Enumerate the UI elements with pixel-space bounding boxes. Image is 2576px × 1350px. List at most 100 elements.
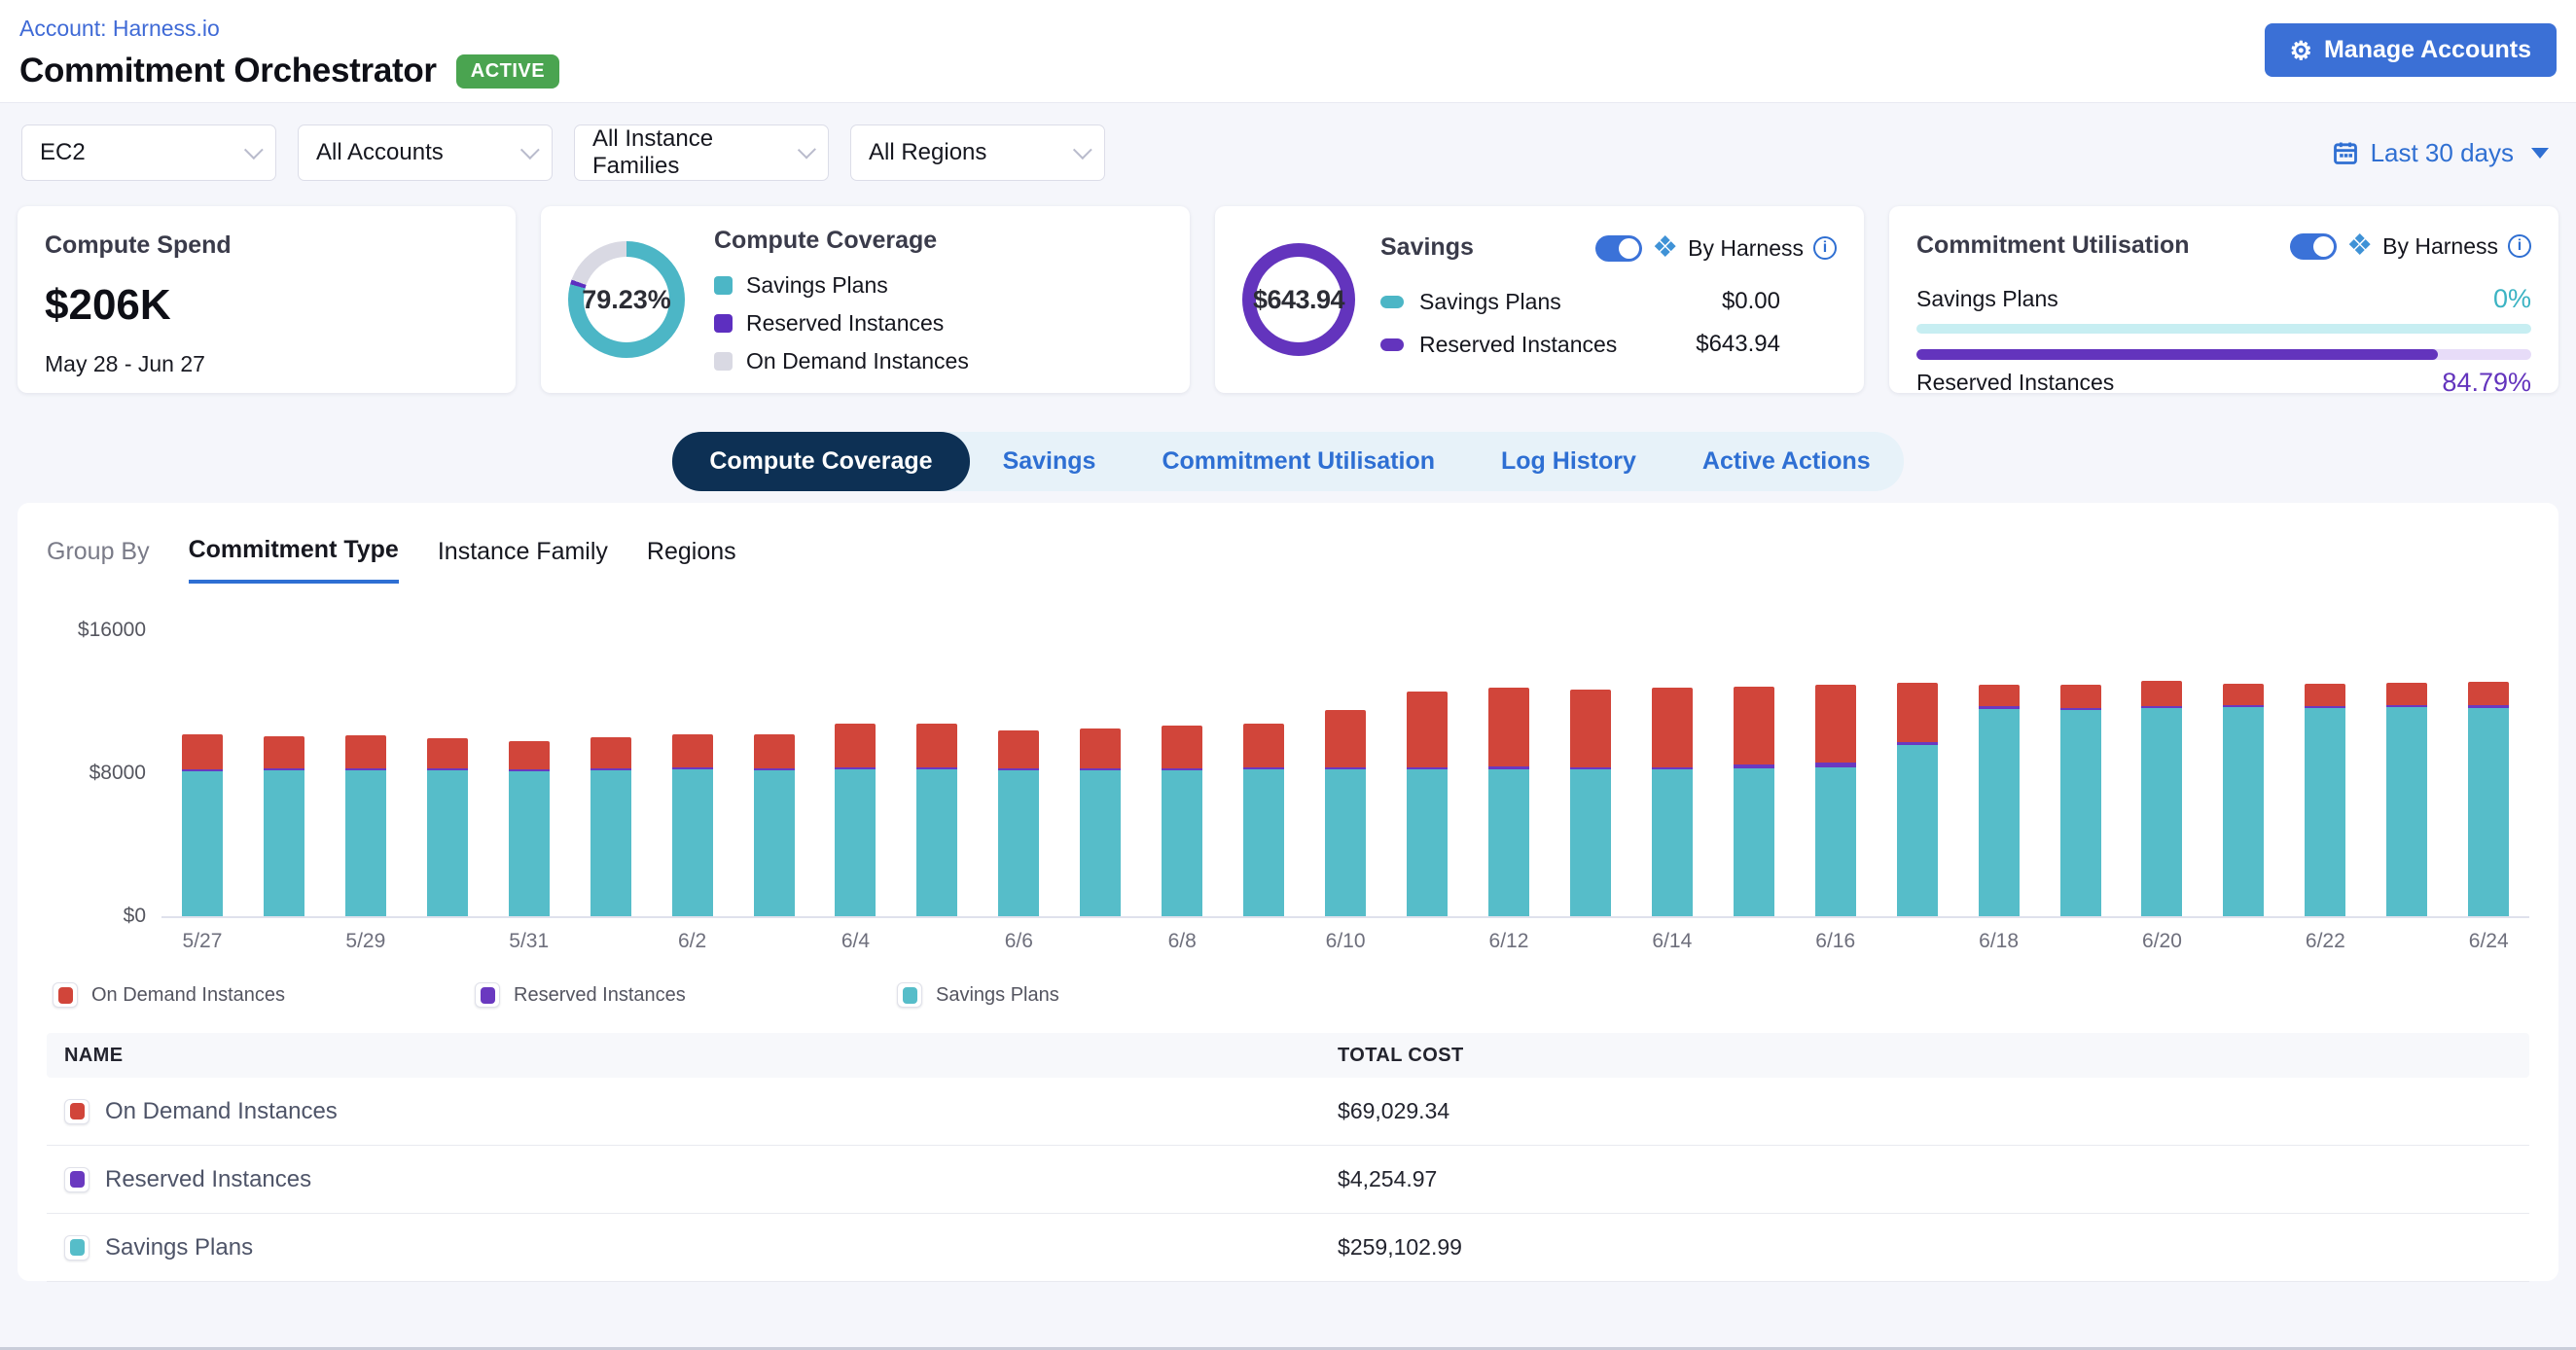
utilisation-by-harness-toggle[interactable]: [2290, 232, 2338, 260]
row-name-cell[interactable]: On Demand Instances: [47, 1098, 1338, 1125]
manage-accounts-button[interactable]: ⚙ Manage Accounts: [2264, 23, 2557, 77]
stacked-bar[interactable]: [1243, 724, 1285, 916]
stacked-bar[interactable]: [1978, 685, 2020, 916]
chevron-down-icon: [519, 140, 540, 160]
stacked-bar[interactable]: [2223, 684, 2265, 916]
stacked-bar[interactable]: [1325, 710, 1367, 916]
legend-item: Savings Plans: [714, 272, 1163, 299]
bar-segment: [998, 768, 1040, 770]
legend-label: Reserved Instances: [514, 983, 686, 1006]
stacked-bar[interactable]: [508, 741, 550, 916]
savings-legend-swatch: [897, 982, 922, 1008]
calendar-icon: [2333, 142, 2357, 164]
stacked-bar[interactable]: [2468, 682, 2510, 916]
stacked-bar[interactable]: [835, 724, 877, 916]
group-by-regions[interactable]: Regions: [646, 538, 736, 565]
cost-table: NAME TOTAL COST On Demand Instances $69,…: [47, 1033, 2529, 1282]
stacked-bar[interactable]: [1814, 685, 1856, 916]
stacked-bar[interactable]: [1162, 726, 1203, 916]
info-icon[interactable]: i: [1813, 236, 1837, 260]
row-name-cell[interactable]: Reserved Instances: [47, 1166, 1338, 1193]
bar-segment: [1487, 688, 1529, 766]
tab-compute-coverage[interactable]: Compute Coverage: [672, 432, 970, 491]
tab-active-actions[interactable]: Active Actions: [1701, 447, 1871, 475]
bar-segment: [590, 770, 631, 916]
stacked-bar[interactable]: [1487, 688, 1529, 916]
x-tick: [1223, 930, 1305, 953]
on-demand-legend-swatch: [53, 982, 78, 1008]
tab-log-history[interactable]: Log History: [1501, 447, 1636, 475]
x-tick: 6/2: [677, 930, 707, 952]
savings-row-value: $643.94: [1696, 331, 1780, 357]
stacked-bar[interactable]: [1733, 687, 1774, 916]
breadcrumb[interactable]: Account: Harness.io: [19, 16, 220, 41]
bar-segment: [263, 770, 304, 916]
bar-segment: [1162, 726, 1203, 768]
x-tick: [1386, 930, 1468, 953]
x-tick: [2366, 930, 2448, 953]
bar-segment: [835, 769, 877, 916]
bar-segment: [2141, 681, 2183, 706]
stacked-bar[interactable]: [181, 734, 223, 916]
stacked-bar[interactable]: [263, 736, 304, 916]
regions-select[interactable]: All Regions: [850, 124, 1105, 181]
stacked-bar[interactable]: [1896, 683, 1938, 916]
date-range-picker[interactable]: Last 30 days: [2332, 138, 2549, 168]
row-total-cost: $69,029.34: [1338, 1098, 1450, 1123]
table-row: On Demand Instances $69,029.34: [47, 1078, 2529, 1146]
accounts-select[interactable]: All Accounts: [298, 124, 553, 181]
service-select[interactable]: EC2: [21, 124, 276, 181]
bars-container: [161, 626, 2529, 918]
row-name-cell[interactable]: Savings Plans: [47, 1234, 1338, 1261]
savings-by-harness-toggle[interactable]: [1595, 234, 1643, 262]
instance-families-select-value: All Instance Families: [592, 125, 714, 179]
bar-slot: [2040, 626, 2122, 916]
main-panel: Group By Commitment Type Instance Family…: [18, 503, 2558, 1282]
info-icon[interactable]: i: [2508, 234, 2531, 258]
stacked-bar[interactable]: [2386, 683, 2428, 916]
stacked-bar[interactable]: [2305, 684, 2346, 916]
row-name: On Demand Instances: [105, 1097, 338, 1124]
commitment-utilisation-card: Commitment Utilisation ❖ By Harness i Sa…: [1889, 206, 2558, 397]
stacked-bar[interactable]: [671, 734, 713, 916]
savings-row: Savings Plans $0.00: [1380, 288, 1837, 315]
bar-slot: [1223, 626, 1305, 916]
bar-segment: [1325, 767, 1367, 769]
bar-segment: [263, 736, 304, 768]
bar-segment: [590, 737, 631, 768]
stacked-bar[interactable]: [590, 737, 631, 916]
service-select-value: EC2: [40, 139, 86, 165]
stacked-bar[interactable]: [753, 734, 795, 916]
stacked-bar[interactable]: [1407, 692, 1449, 916]
group-by-instance-family[interactable]: Instance Family: [437, 538, 608, 565]
instance-families-select[interactable]: All Instance Families: [574, 124, 829, 181]
bar-slot: [1141, 626, 1223, 916]
bar-segment: [2223, 705, 2265, 707]
legend-label: Savings Plans: [746, 272, 888, 298]
stacked-bar[interactable]: [1080, 728, 1122, 916]
stacked-bar[interactable]: [998, 730, 1040, 916]
tab-savings[interactable]: Savings: [1002, 447, 1096, 475]
stacked-bar[interactable]: [916, 724, 958, 916]
bar-segment: [916, 767, 958, 769]
bar-segment: [1814, 685, 1856, 763]
stacked-bar[interactable]: [344, 735, 386, 916]
bar-segment: [181, 769, 223, 771]
bar-segment: [916, 724, 958, 767]
stacked-bar[interactable]: [1651, 688, 1693, 916]
bar-segment: [1407, 692, 1449, 767]
stacked-bar[interactable]: [2141, 681, 2183, 916]
bar-segment: [508, 771, 550, 916]
group-by-commitment-type[interactable]: Commitment Type: [188, 536, 399, 584]
stacked-bar[interactable]: [2059, 685, 2101, 916]
chevron-down-icon: [1072, 140, 1092, 160]
savings-plans-progress-bar: [1916, 324, 2531, 334]
bar-slot: [1631, 626, 1713, 916]
stacked-bar[interactable]: [1569, 690, 1611, 916]
bar-segment: [2468, 705, 2510, 708]
tab-commitment-utilisation[interactable]: Commitment Utilisation: [1162, 447, 1436, 475]
bar-segment: [1569, 767, 1611, 769]
stacked-bar[interactable]: [426, 738, 468, 916]
bar-slot: [2284, 626, 2366, 916]
bar-segment: [2386, 683, 2428, 705]
